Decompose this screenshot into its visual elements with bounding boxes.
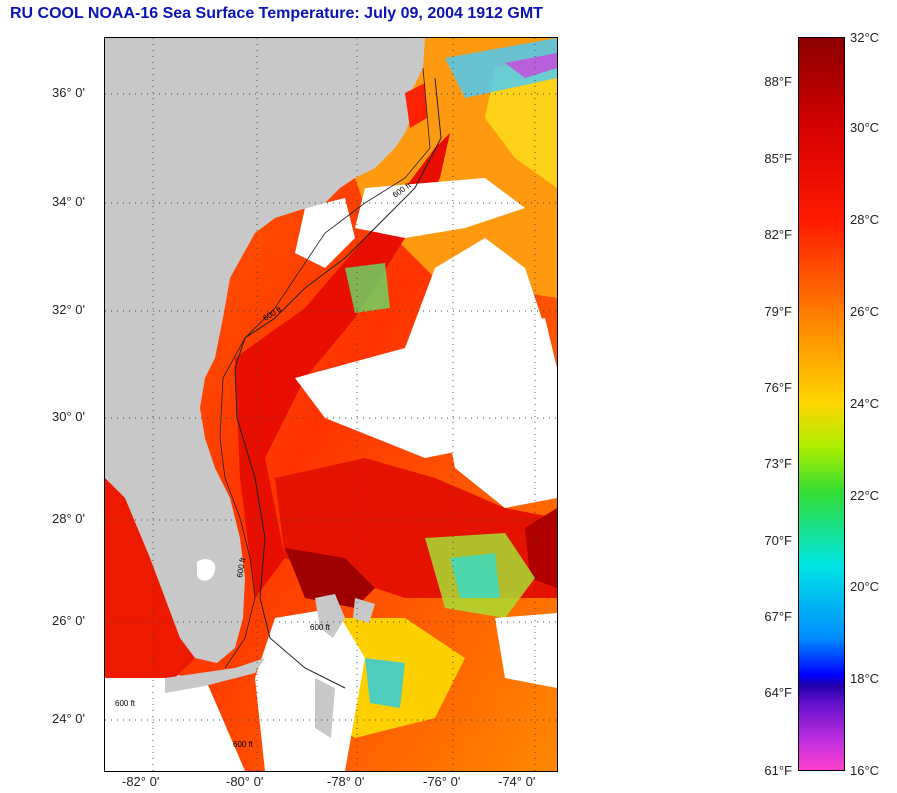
green-patch-north [345, 263, 390, 313]
contour-label-south: 600 ft [233, 740, 254, 749]
colorbar-label-67f: 67°F [764, 609, 792, 624]
cool-water-northeast [445, 38, 557, 98]
bahamas-island-2 [353, 598, 375, 623]
colorbar-label-20c: 20°C [850, 579, 880, 594]
colorbar-label-85f: 85°F [764, 151, 792, 166]
lon-label-80: -80° 0' [226, 774, 264, 789]
land-mass [105, 38, 425, 663]
colorbar-label-79f: 79°F [764, 304, 792, 319]
lat-label-34: 34° 0' [52, 194, 85, 209]
yellow-water-north [485, 58, 557, 188]
cloud-mask-southeast [495, 613, 557, 688]
colorbar-label-18c: 18°C [850, 671, 880, 686]
map-title: RU COOL NOAA-16 Sea Surface Temperature:… [10, 5, 543, 22]
purple-streak-northeast [505, 53, 557, 78]
colorbar-label-76f: 76°F [764, 380, 792, 395]
lat-label-30: 30° 0' [52, 409, 85, 424]
cloud-mask-center-east [445, 318, 557, 508]
cyan-patch-east [450, 553, 500, 598]
colorbar-label-61f: 61°F [764, 763, 792, 778]
cloud-mask-north [355, 178, 525, 238]
colorbar-label-30c: 30°C [850, 120, 880, 135]
lon-label-76: -76° 0' [423, 774, 461, 789]
contour-label-keys: 600 ft [115, 699, 136, 708]
lat-label-28: 28° 0' [52, 511, 85, 526]
lat-label-36: 36° 0' [52, 85, 85, 100]
colorbar-label-73f: 73°F [764, 456, 792, 471]
cloud-mask-southwest [105, 668, 245, 771]
dark-red-bahamas [285, 548, 375, 608]
isobath-contour [234, 77, 442, 689]
colorbar-label-82f: 82°F [764, 227, 792, 242]
pamlico-sound-water [405, 83, 427, 128]
dark-red-east [525, 508, 557, 588]
sst-map: 600 ft 600 ft 600 ft 600 ft 600 ft 600 f… [104, 37, 558, 772]
contour-label-florida: 600 ft [235, 556, 247, 578]
colorbar-label-24c: 24°C [850, 396, 880, 411]
gulf-stream-core [235, 133, 450, 598]
colorbar-label-22c: 22°C [850, 488, 880, 503]
cyan-patch-south [365, 658, 405, 708]
lake-okeechobee [197, 559, 216, 581]
colorbar-label-26c: 26°C [850, 304, 880, 319]
lon-label-78: -78° 0' [327, 774, 365, 789]
colorbar-label-16c: 16°C [850, 763, 880, 778]
sst-map-canvas: 600 ft 600 ft 600 ft 600 ft 600 ft 600 f… [105, 38, 557, 771]
lon-label-74: -74° 0' [498, 774, 536, 789]
bahamas-island-1 [315, 594, 345, 638]
colorbar-label-32c: 32°C [850, 30, 880, 45]
colorbar-label-70f: 70°F [764, 533, 792, 548]
cloud-mask-south [255, 608, 365, 771]
contour-label-bahamas: 600 ft [310, 623, 331, 632]
bahamas-island-3 [315, 678, 335, 738]
temperature-colorbar [798, 37, 845, 771]
lon-label-82: -82° 0' [122, 774, 160, 789]
coastal-contour [219, 67, 431, 669]
florida-keys [165, 658, 265, 693]
graticule [105, 38, 557, 771]
colorbar-label-64f: 64°F [764, 685, 792, 700]
colorbar-label-28c: 28°C [850, 212, 880, 227]
gulf-warm-water [105, 478, 195, 678]
lat-label-26: 26° 0' [52, 613, 85, 628]
colorbar-label-88f: 88°F [764, 74, 792, 89]
lat-label-24: 24° 0' [52, 711, 85, 726]
lat-label-32: 32° 0' [52, 302, 85, 317]
